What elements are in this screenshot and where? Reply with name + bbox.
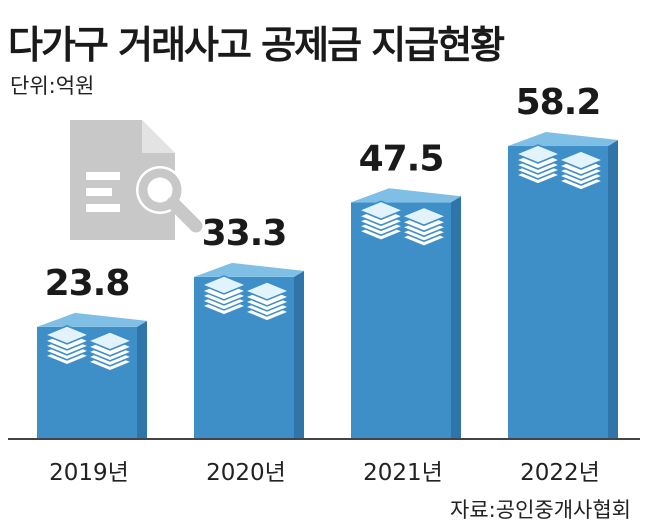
x-tick-label: 2020년 [206,460,286,486]
data-label: 23.8 [45,263,130,304]
chart-title: 다가구 거래사고 공제금 지급현황 [8,23,505,67]
data-label: 47.5 [359,138,444,179]
x-tick-label: 2022년 [520,460,600,486]
document-search-icon [70,120,203,240]
bar [351,188,461,438]
x-tick-label: 2021년 [363,460,443,486]
data-label: 58.2 [516,82,601,123]
data-label: 33.3 [202,213,287,254]
x-tick-label: 2019년 [49,460,129,486]
source-note: 자료:공인중개사협회 [450,498,631,522]
bar [508,132,618,438]
bar [194,262,304,438]
unit-label: 단위:억원 [10,74,95,98]
bar [37,312,147,438]
